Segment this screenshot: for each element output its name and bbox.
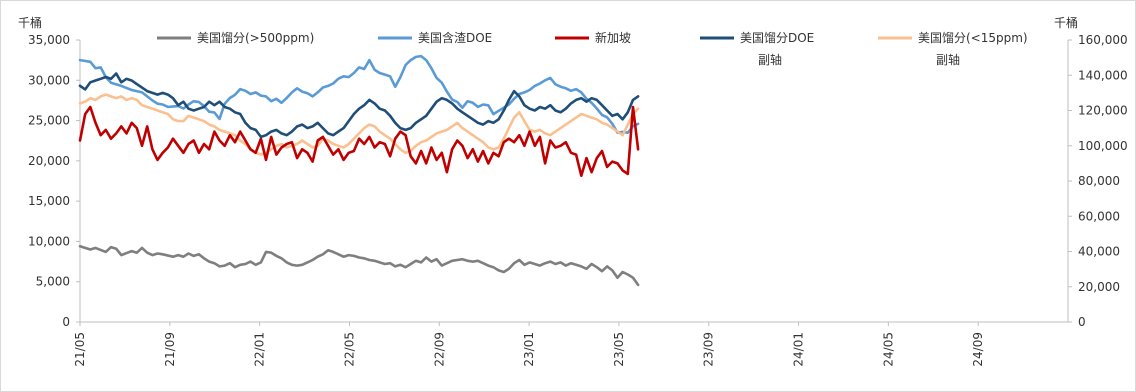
right-tick-label: 60,000 (1078, 209, 1120, 223)
left-tick-label: 30,000 (28, 73, 70, 87)
right-tick-label: 20,000 (1078, 280, 1120, 294)
x-tick-label: 24/01 (792, 332, 806, 367)
right-tick-label: 120,000 (1078, 104, 1128, 118)
left-tick-label: 5,000 (36, 275, 70, 289)
right-axis-unit: 千桶 (1054, 15, 1078, 30)
right-tick-label: 160,000 (1078, 33, 1128, 47)
right-tick-label: 0 (1078, 315, 1086, 329)
left-tick-label: 35,000 (28, 33, 70, 47)
x-tick-label: 22/01 (253, 332, 267, 367)
x-tick-label: 23/05 (612, 332, 626, 367)
x-tick-label: 23/01 (522, 332, 536, 367)
right-tick-label: 100,000 (1078, 139, 1128, 153)
x-tick-label: 22/05 (342, 332, 356, 367)
left-axis-unit: 千桶 (18, 15, 42, 30)
left-tick-label: 15,000 (28, 194, 70, 208)
x-tick-label: 21/09 (163, 332, 177, 367)
series-line-3 (78, 72, 640, 139)
right-tick-label: 80,000 (1078, 174, 1120, 188)
left-tick-label: 0 (62, 315, 70, 329)
axes: 0 5,000 10,000 15,000 20,000 25,000 30,000 35,0… (28, 33, 1128, 367)
legend-label-3-line2: 副轴 (758, 52, 782, 67)
right-tick-label: 140,000 (1078, 68, 1128, 82)
left-tick-label: 25,000 (28, 114, 70, 128)
legend-label-0: 美国馏分(>500ppm) (197, 31, 314, 45)
series-line-4 (78, 93, 640, 156)
series-line-2 (78, 105, 640, 177)
x-tick-label: 24/09 (971, 332, 985, 367)
x-tick-label: 23/09 (702, 332, 716, 367)
legend-label-2: 新加坡 (595, 30, 631, 45)
legend-label-4: 美国馏分(<15ppm) (918, 31, 1028, 45)
x-tick-label: 22/09 (432, 332, 446, 367)
series-line-1 (78, 54, 640, 134)
legend-label-3: 美国馏分DOE (740, 31, 814, 45)
legend-label-1: 美国含渣DOE (418, 30, 492, 45)
right-tick-label: 40,000 (1078, 245, 1120, 259)
left-tick-label: 10,000 (28, 234, 70, 248)
x-tick-label: 21/05 (73, 332, 87, 367)
left-tick-label: 20,000 (28, 154, 70, 168)
x-tick-label: 24/05 (881, 332, 895, 367)
legend: 美国馏分(>500ppm) 美国含渣DOE 新加坡 美国馏分DOE 副轴 美国馏分(<15… (157, 30, 1028, 67)
series-layer (78, 54, 640, 287)
legend-label-4-line2: 副轴 (936, 52, 960, 67)
series-line-0 (78, 245, 640, 287)
